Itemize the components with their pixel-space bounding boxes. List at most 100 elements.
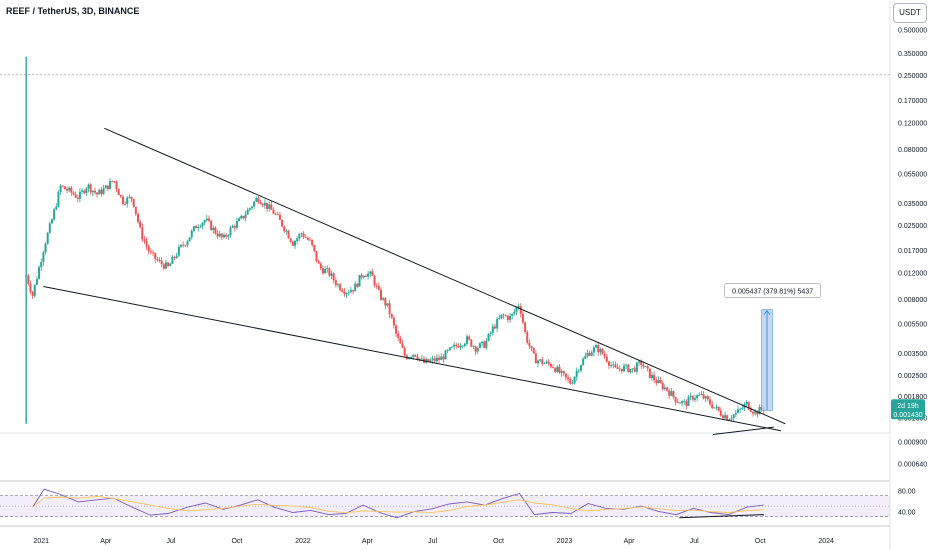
- candle-body: [713, 407, 716, 409]
- candle-body: [435, 357, 438, 362]
- candle-body: [369, 271, 372, 274]
- candle-body: [429, 360, 432, 362]
- candle-body: [388, 303, 391, 315]
- time-axis-label: 2024: [818, 538, 834, 545]
- candle-body: [592, 347, 595, 353]
- candle-body: [724, 415, 727, 419]
- candle-body: [197, 226, 200, 229]
- candle-body: [364, 275, 367, 277]
- candle-body: [205, 218, 208, 221]
- candle-body: [380, 289, 383, 300]
- candle-body: [549, 363, 552, 367]
- candle-body: [106, 185, 109, 190]
- candle-body: [420, 358, 423, 360]
- candle-body: [384, 298, 387, 306]
- price-axis-label: 0.170000: [898, 98, 927, 105]
- candle-body: [599, 348, 602, 353]
- candle-body: [334, 280, 337, 286]
- candle-body: [530, 346, 533, 349]
- candle-body: [139, 221, 142, 228]
- candle-body: [700, 394, 703, 395]
- candle-body: [182, 244, 185, 246]
- candle-body: [347, 292, 350, 294]
- price-pane: [0, 0, 891, 550]
- price-axis-label: 0.005500: [898, 321, 927, 328]
- candle-body: [91, 190, 94, 193]
- price-axis-label: 0.055000: [898, 171, 927, 178]
- candle-body: [207, 218, 210, 221]
- candle-body: [158, 260, 161, 261]
- time-axis-label: Jul: [428, 538, 437, 545]
- candle-body: [113, 181, 116, 183]
- candle-body: [102, 188, 105, 194]
- time-axis-label: Oct: [755, 538, 766, 545]
- time-axis-label: Jul: [166, 538, 175, 545]
- candle-body: [386, 303, 389, 306]
- candle-body: [569, 379, 572, 384]
- candle-body: [38, 267, 41, 279]
- candle-body: [358, 275, 361, 287]
- candle-body: [607, 361, 610, 366]
- rsi-pane: [0, 488, 890, 519]
- candle-body: [545, 361, 548, 364]
- price-axis-label: 0.025000: [898, 223, 927, 230]
- candle-body: [528, 342, 531, 347]
- candle-body: [683, 401, 686, 402]
- candle-body: [201, 222, 204, 227]
- candle-body: [732, 414, 735, 419]
- candle-body: [235, 221, 238, 228]
- candle-body: [478, 343, 481, 348]
- candle-body: [521, 313, 524, 323]
- candle-body: [291, 241, 294, 246]
- candle-body: [145, 241, 148, 247]
- candle-body: [554, 367, 557, 372]
- candle-body: [238, 218, 241, 222]
- candle-body: [754, 411, 757, 414]
- currency-button[interactable]: USDT: [893, 3, 927, 23]
- price-axis-label: 0.035000: [898, 201, 927, 208]
- candle-body: [526, 331, 529, 343]
- candle-body: [562, 371, 565, 374]
- candle-body: [332, 273, 335, 281]
- candle-body: [225, 234, 228, 237]
- candle-body: [633, 368, 636, 372]
- candle-body: [128, 196, 131, 198]
- candle-body: [149, 251, 152, 253]
- candle-body: [556, 366, 559, 372]
- candle-body: [132, 198, 135, 207]
- candle-body: [532, 348, 535, 354]
- candle-body: [53, 209, 56, 220]
- candle-body: [143, 239, 146, 242]
- candle-body: [76, 197, 79, 199]
- candle-body: [167, 262, 170, 267]
- candle-body: [489, 332, 492, 334]
- candle-body: [115, 181, 118, 189]
- candle-body: [203, 220, 206, 223]
- candle-body: [715, 406, 718, 408]
- candle-body: [653, 374, 656, 381]
- candle-body: [623, 365, 626, 372]
- candle-body: [640, 361, 643, 365]
- candle-body: [343, 291, 346, 295]
- candle-body: [119, 195, 122, 197]
- candle-body: [373, 275, 376, 286]
- candle-body: [696, 395, 699, 399]
- candle-body: [257, 198, 260, 203]
- candle-body: [741, 408, 744, 409]
- candle-body: [186, 241, 189, 246]
- candle-body: [190, 230, 193, 238]
- candle-body: [444, 350, 447, 360]
- candle-body: [397, 333, 400, 338]
- time-axis-label: Apr: [100, 538, 112, 545]
- candle-body: [582, 358, 585, 366]
- candle-body: [728, 419, 731, 421]
- candle-body: [668, 390, 671, 396]
- candle-body: [702, 394, 705, 399]
- price-axis-label: 0.008000: [898, 297, 927, 304]
- candle-body: [315, 251, 318, 261]
- candle-body: [481, 341, 484, 344]
- candle-body: [580, 365, 582, 371]
- candle-body: [726, 415, 729, 420]
- candle-body: [70, 187, 73, 193]
- candle-body: [283, 226, 286, 232]
